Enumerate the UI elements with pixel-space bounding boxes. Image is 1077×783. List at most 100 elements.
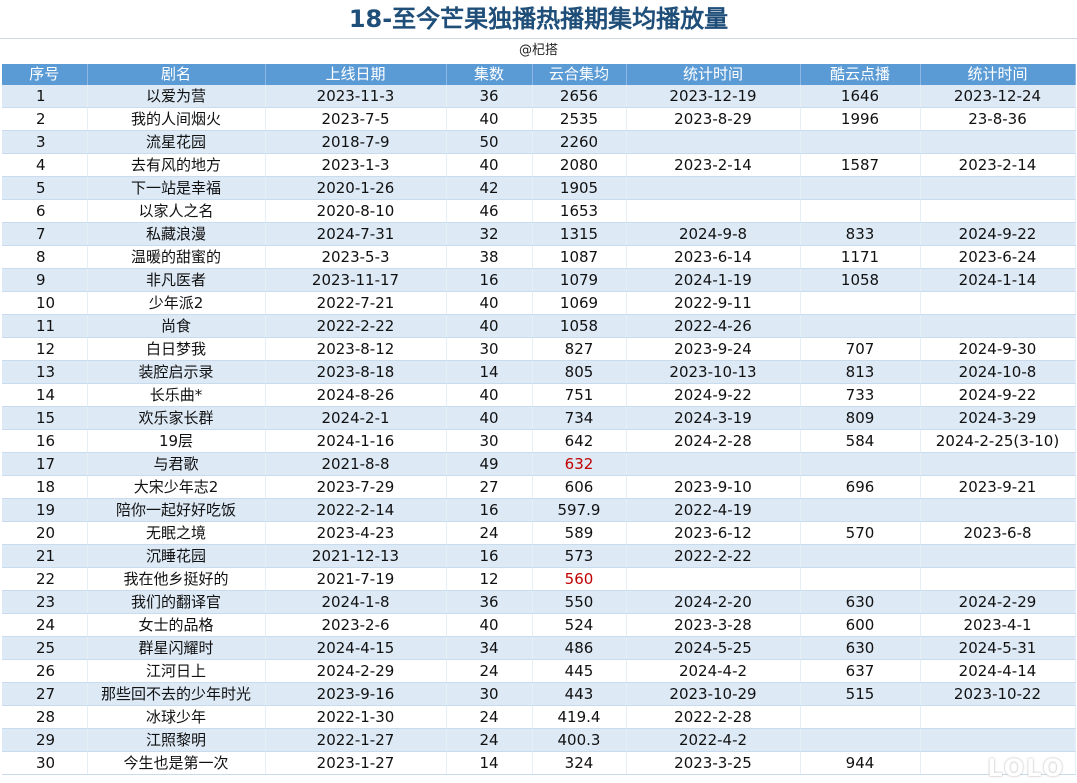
cell-yunhe-avg: 1653 xyxy=(532,199,627,223)
cell-episodes: 30 xyxy=(446,682,533,706)
cell-release-date: 2023-8-18 xyxy=(265,360,447,384)
cell-title: 女士的品格 xyxy=(87,613,266,637)
table-row: 21 沉睡花园 2021-12-13 16 573 2022-2-22 xyxy=(2,544,1076,568)
cell-episodes: 50 xyxy=(446,130,533,154)
cell-index: 26 xyxy=(2,659,88,683)
cell-index: 20 xyxy=(2,521,88,545)
cell-yunhe-avg: 589 xyxy=(532,521,627,545)
watermark-logo: LOLO xyxy=(987,754,1065,782)
cell-index: 6 xyxy=(2,199,88,223)
cell-release-date: 2022-7-21 xyxy=(265,291,447,315)
cell-episodes: 40 xyxy=(446,383,533,407)
cell-stat-time-2: 2024-10-8 xyxy=(920,360,1076,384)
cell-yunhe-avg: 2080 xyxy=(532,153,627,177)
cell-kuyun-views xyxy=(800,498,921,522)
cell-title: 群星闪耀时 xyxy=(87,636,266,660)
cell-yunhe-avg: 2656 xyxy=(532,85,627,108)
cell-index: 21 xyxy=(2,544,88,568)
cell-stat-time-2: 23-8-36 xyxy=(920,107,1076,131)
cell-release-date: 2021-7-19 xyxy=(265,567,447,591)
cell-title: 长乐曲* xyxy=(87,383,266,407)
cell-episodes: 40 xyxy=(446,406,533,430)
cell-release-date: 2023-1-3 xyxy=(265,153,447,177)
cell-episodes: 32 xyxy=(446,222,533,246)
cell-yunhe-avg: 573 xyxy=(532,544,627,568)
table-row: 7 私藏浪漫 2024-7-31 32 1315 2024-9-8 833 2024-9-22 xyxy=(2,222,1076,246)
cell-kuyun-views: 833 xyxy=(800,222,921,246)
cell-index: 8 xyxy=(2,245,88,269)
table-row: 5 下一站是幸福 2020-1-26 42 1905 xyxy=(2,176,1076,200)
cell-index: 9 xyxy=(2,268,88,292)
cell-title: 以家人之名 xyxy=(87,199,266,223)
cell-stat-time-2: 2024-4-14 xyxy=(920,659,1076,683)
table-row: 16 19层 2024-1-16 30 642 2024-2-28 584 2024-2-25… xyxy=(2,429,1076,453)
cell-yunhe-avg: 751 xyxy=(532,383,627,407)
header-release-date: 上线日期 xyxy=(265,64,447,85)
cell-stat-time xyxy=(626,199,801,223)
cell-episodes: 16 xyxy=(446,498,533,522)
cell-stat-time xyxy=(626,567,801,591)
cell-stat-time-2 xyxy=(920,498,1076,522)
cell-stat-time-2 xyxy=(920,452,1076,476)
cell-kuyun-views xyxy=(800,567,921,591)
cell-episodes: 30 xyxy=(446,337,533,361)
cell-stat-time xyxy=(626,176,801,200)
cell-yunhe-avg: 1087 xyxy=(532,245,627,269)
cell-episodes: 36 xyxy=(446,85,533,108)
cell-stat-time-2: 2024-3-29 xyxy=(920,406,1076,430)
cell-title: 沉睡花园 xyxy=(87,544,266,568)
table-row: 4 去有风的地方 2023-1-3 40 2080 2023-2-14 1587 2023-2… xyxy=(2,153,1076,177)
cell-title: 江河日上 xyxy=(87,659,266,683)
cell-yunhe-avg: 324 xyxy=(532,751,627,775)
cell-stat-time: 2023-12-19 xyxy=(626,85,801,108)
cell-yunhe-avg: 2260 xyxy=(532,130,627,154)
cell-stat-time-2 xyxy=(920,751,1076,775)
cell-episodes: 24 xyxy=(446,659,533,683)
cell-index: 18 xyxy=(2,475,88,499)
cell-stat-time-2 xyxy=(920,567,1076,591)
cell-stat-time: 2024-2-28 xyxy=(626,429,801,453)
cell-stat-time-2 xyxy=(920,314,1076,338)
cell-episodes: 42 xyxy=(446,176,533,200)
cell-index: 17 xyxy=(2,452,88,476)
cell-index: 4 xyxy=(2,153,88,177)
cell-yunhe-avg: 632 xyxy=(532,452,627,476)
cell-title: 流星花园 xyxy=(87,130,266,154)
table-row: 3 流星花园 2018-7-9 50 2260 xyxy=(2,130,1076,154)
cell-yunhe-avg: 642 xyxy=(532,429,627,453)
cell-release-date: 2018-7-9 xyxy=(265,130,447,154)
page-title: 18-至今芒果独播热播期集均播放量 xyxy=(0,0,1077,39)
cell-yunhe-avg: 1905 xyxy=(532,176,627,200)
table-row: 14 长乐曲* 2024-8-26 40 751 2024-9-22 733 2024-9-2… xyxy=(2,383,1076,407)
cell-title: 私藏浪漫 xyxy=(87,222,266,246)
cell-stat-time-2: 2023-12-24 xyxy=(920,85,1076,108)
cell-yunhe-avg: 560 xyxy=(532,567,627,591)
cell-stat-time: 2023-6-12 xyxy=(626,521,801,545)
cell-title: 我的人间烟火 xyxy=(87,107,266,131)
cell-stat-time: 2022-4-19 xyxy=(626,498,801,522)
cell-yunhe-avg: 1058 xyxy=(532,314,627,338)
cell-kuyun-views xyxy=(800,291,921,315)
cell-episodes: 14 xyxy=(446,360,533,384)
table-row: 18 大宋少年志2 2023-7-29 27 606 2023-9-10 696 2023-9… xyxy=(2,475,1076,499)
cell-stat-time: 2022-2-28 xyxy=(626,705,801,729)
cell-index: 16 xyxy=(2,429,88,453)
cell-stat-time-2 xyxy=(920,291,1076,315)
cell-index: 28 xyxy=(2,705,88,729)
cell-kuyun-views xyxy=(800,728,921,752)
table-row: 23 我们的翻译官 2024-1-8 36 550 2024-2-20 630 2024-2-… xyxy=(2,590,1076,614)
header-index: 序号 xyxy=(2,64,88,85)
cell-release-date: 2023-5-3 xyxy=(265,245,447,269)
header-episodes: 集数 xyxy=(446,64,533,85)
cell-index: 25 xyxy=(2,636,88,660)
cell-release-date: 2024-1-16 xyxy=(265,429,447,453)
cell-index: 1 xyxy=(2,85,88,108)
cell-stat-time-2: 2024-9-22 xyxy=(920,383,1076,407)
cell-title: 冰球少年 xyxy=(87,705,266,729)
cell-episodes: 38 xyxy=(446,245,533,269)
cell-stat-time: 2022-4-2 xyxy=(626,728,801,752)
cell-release-date: 2021-8-8 xyxy=(265,452,447,476)
cell-release-date: 2021-12-13 xyxy=(265,544,447,568)
cell-index: 22 xyxy=(2,567,88,591)
cell-stat-time: 2023-9-10 xyxy=(626,475,801,499)
